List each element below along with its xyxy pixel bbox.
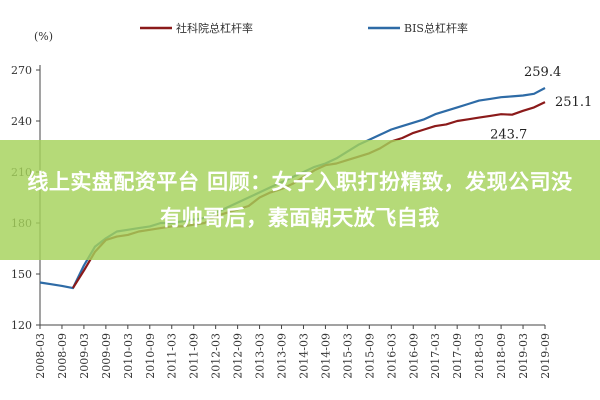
y-tick-label: 270 [11,64,32,77]
legend-label: 社科院总杠杆率 [176,21,253,35]
x-tick-label: 2013-03 [254,333,267,379]
y-tick-label: 120 [11,319,32,332]
x-tick-label: 2009-09 [100,333,113,379]
unit-label: (%) [34,30,53,43]
x-tick-label: 2016-03 [385,333,398,379]
x-tick-label: 2012-03 [210,333,223,379]
annotation-layer: 259.4 251.1 243.7 [490,65,592,143]
x-tick-label: 2016-09 [407,333,420,379]
x-tick-label: 2018-03 [473,333,486,379]
x-tick-label: 2011-09 [188,333,201,379]
x-tick-label: 2009-03 [78,333,91,379]
x-tick-label: 2014-09 [319,333,332,379]
x-tick-label: 2014-03 [297,333,310,379]
overlay-banner[interactable]: 线上实盘配资平台 回顾：女子入职打扮精致，发现公司没有帅哥后，素面朝天放飞自我 [0,140,600,260]
legend-label: BIS总杠杆率 [404,21,468,35]
x-tick-label: 2015-09 [363,333,376,379]
x-tick-label: 2010-03 [122,333,135,379]
x-tick-label: 2018-09 [495,333,508,379]
legend-item-cass: 社科院总杠杆率 [140,21,253,35]
chart-legend: 社科院总杠杆率 BIS总杠杆率 [140,21,468,35]
x-tick-label: 2008-09 [56,333,69,379]
x-tick-label: 2019-09 [539,333,552,379]
annotation-label-bis-end: 259.4 [524,65,561,80]
x-tick-label: 2017-09 [451,333,464,379]
x-tick-label: 2017-03 [429,333,442,379]
chart-axes: 2702402101801501202008-032008-092009-032… [11,64,552,379]
x-tick-label: 2015-03 [341,333,354,379]
x-tick-label: 2010-09 [144,333,157,379]
x-tick-label: 2011-03 [166,333,179,379]
x-tick-label: 2013-09 [276,333,289,379]
annotation-label-cass-end: 251.1 [555,95,592,110]
legend-item-bis: BIS总杠杆率 [368,21,468,35]
annotation-label-2018: 243.7 [490,128,527,143]
x-tick-label: 2008-03 [34,333,47,379]
x-tick-label: 2019-03 [517,333,530,379]
y-tick-label: 240 [11,115,32,128]
banner-text[interactable]: 线上实盘配资平台 回顾：女子入职打扮精致，发现公司没有帅哥后，素面朝天放飞自我 [27,170,573,230]
y-tick-label: 150 [11,268,32,281]
x-tick-label: 2012-09 [232,333,245,379]
